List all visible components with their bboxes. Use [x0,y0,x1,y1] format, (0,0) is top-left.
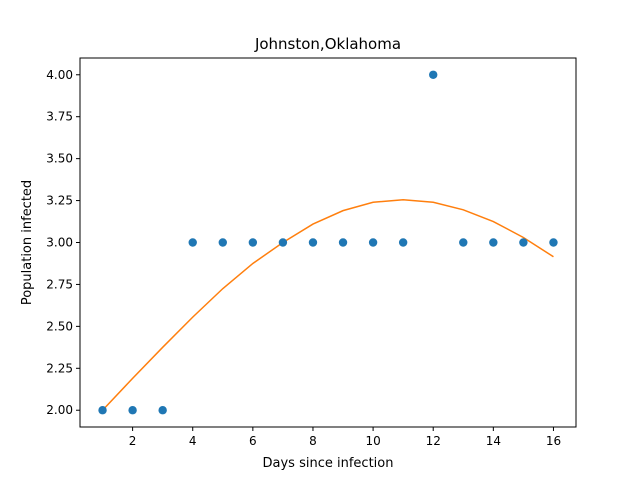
y-tick-label: 3.25 [46,194,73,208]
data-point [338,238,348,247]
data-point [158,406,167,415]
y-tick-label: 2.25 [46,361,73,375]
data-point [218,238,227,247]
y-tick-label: 2.00 [46,403,73,417]
y-tick-label: 2.50 [46,319,73,333]
data-point [248,238,258,247]
x-tick-label: 8 [309,434,317,448]
y-axis-label: Population infected [20,180,35,305]
data-point [489,238,498,247]
data-point [98,406,107,415]
data-point [368,238,378,247]
axes-frame [79,57,577,428]
y-tick-label: 3.50 [46,152,73,166]
data-point [308,238,318,247]
y-tick-label: 3.00 [46,236,73,250]
chart-title: Johnston,Oklahoma [254,35,401,53]
x-tick-label: 10 [365,434,380,448]
data-point [398,238,408,247]
data-point [188,238,197,247]
x-tick-label: 6 [249,434,257,448]
x-tick-label: 2 [129,434,137,448]
y-tick-label: 4.00 [46,68,73,82]
data-point [429,70,438,79]
plot-area: 2 4 6 8 10 12 14 16 2.00 2.25 2.50 2.75 3.00 3.25 3.50… [46,68,561,448]
data-point [459,238,468,247]
x-tick-label: 14 [486,434,501,448]
x-tick-label: 16 [546,434,561,448]
x-tick-label: 4 [189,434,197,448]
data-point [128,406,137,415]
y-tick-label: 3.75 [46,110,73,124]
data-point [519,238,528,247]
fit-line [101,198,554,411]
data-point [278,238,288,247]
data-point [549,238,558,247]
x-tick-label: 12 [426,434,441,448]
y-tick-label: 2.75 [46,277,73,291]
x-axis-label: Days since infection [263,456,394,471]
